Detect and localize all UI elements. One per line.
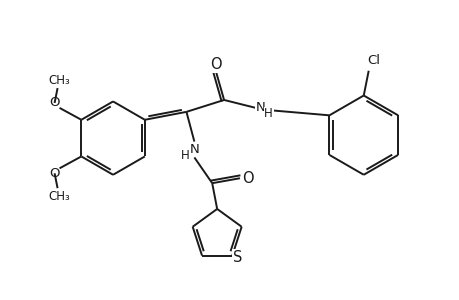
Text: N: N xyxy=(189,143,199,156)
Text: CH₃: CH₃ xyxy=(49,74,70,87)
Text: O: O xyxy=(241,171,253,186)
Text: S: S xyxy=(232,250,241,265)
Text: O: O xyxy=(49,96,60,110)
Text: H: H xyxy=(264,107,273,120)
Text: O: O xyxy=(49,167,60,180)
Text: Cl: Cl xyxy=(366,54,379,67)
Text: N: N xyxy=(255,101,265,114)
Text: CH₃: CH₃ xyxy=(49,190,70,202)
Text: O: O xyxy=(210,57,222,72)
Text: H: H xyxy=(181,149,190,162)
